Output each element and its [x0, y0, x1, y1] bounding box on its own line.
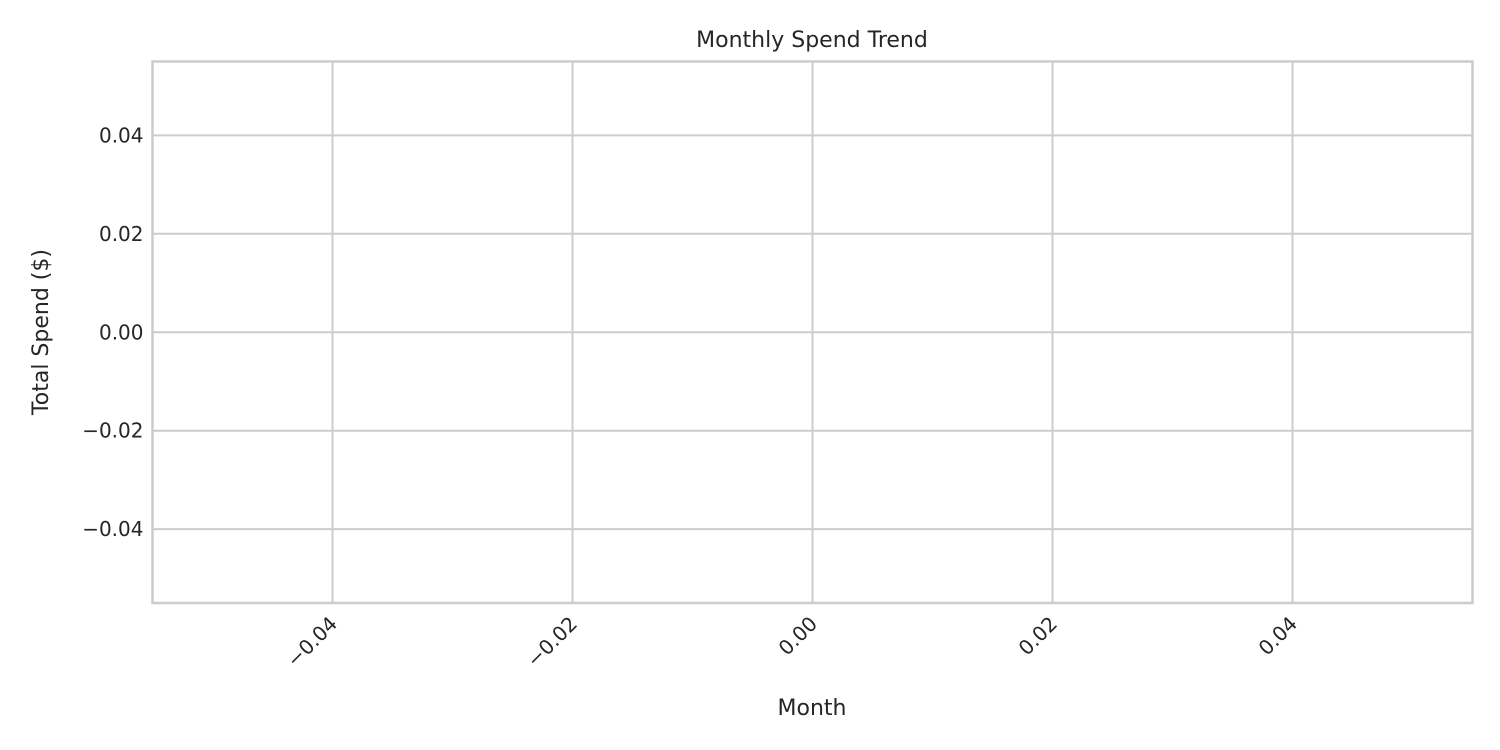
grid-lines [152, 61, 1473, 603]
plot-frame [151, 60, 1474, 605]
y-axis-label: Total Spend ($) [29, 249, 54, 416]
y-tick-label: 0.00 [99, 320, 144, 344]
chart-title: Monthly Spend Trend [696, 28, 928, 53]
x-axis-label: Month [778, 696, 847, 721]
y-axis-ticks: 0.04 0.02 0.00 −0.02 −0.04 [82, 123, 143, 541]
plot-area [151, 60, 1474, 605]
y-tick-label: 0.02 [99, 222, 144, 246]
y-tick-label: −0.02 [82, 419, 143, 443]
y-tick-label: 0.04 [99, 123, 144, 147]
y-tick-label: −0.04 [82, 517, 143, 541]
